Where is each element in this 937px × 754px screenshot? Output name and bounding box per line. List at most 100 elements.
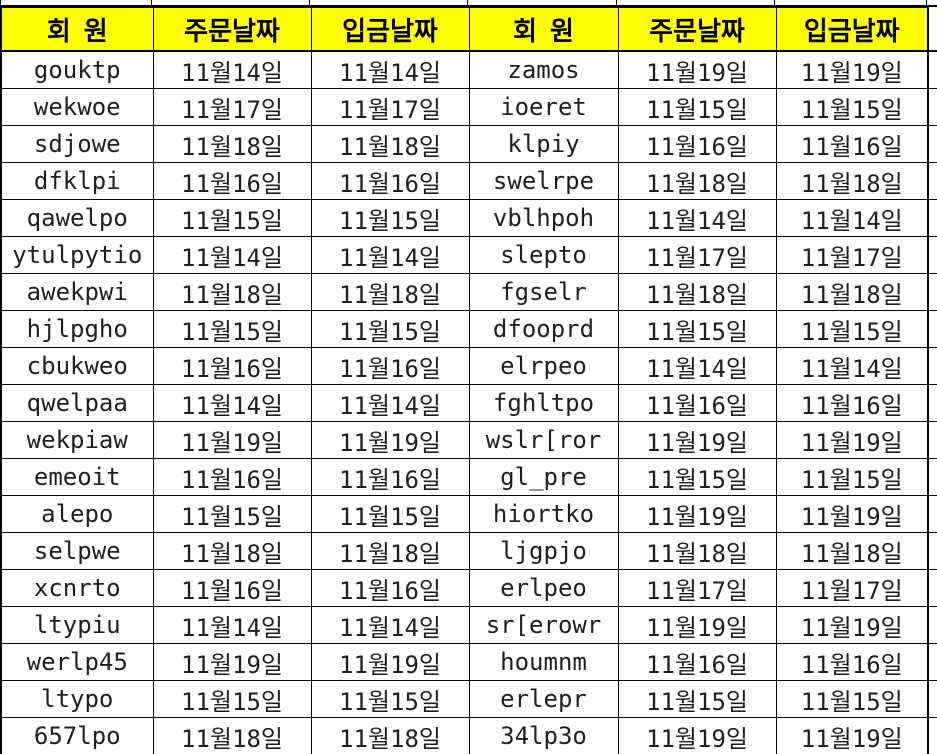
deposit-date-cell[interactable]: 11월16일 bbox=[775, 384, 929, 422]
member-cell[interactable]: ljgpjo bbox=[468, 532, 619, 570]
deposit-date-cell[interactable]: 11월16일 bbox=[310, 458, 470, 496]
member-cell[interactable]: gl_pre bbox=[468, 458, 619, 496]
deposit-date-cell[interactable]: 11월14일 bbox=[310, 236, 470, 274]
member-cell[interactable]: emeoit bbox=[0, 458, 154, 496]
order-date-cell[interactable]: 11월17일 bbox=[617, 236, 777, 274]
deposit-date-cell[interactable]: 11월17일 bbox=[775, 236, 929, 274]
deposit-date-cell[interactable]: 11월17일 bbox=[310, 88, 470, 126]
member-cell[interactable]: dfooprd bbox=[468, 310, 619, 348]
order-date-cell[interactable]: 11월14일 bbox=[152, 606, 312, 644]
order-date-cell[interactable]: 11월16일 bbox=[617, 384, 777, 422]
order-date-cell[interactable]: 11월18일 bbox=[152, 125, 312, 163]
order-date-cell[interactable]: 11월19일 bbox=[152, 643, 312, 681]
deposit-date-header[interactable]: 입금날짜 bbox=[775, 5, 929, 52]
deposit-date-cell[interactable]: 11월14일 bbox=[310, 606, 470, 644]
deposit-date-cell[interactable]: 11월14일 bbox=[310, 50, 470, 89]
member-cell[interactable]: werlp45 bbox=[0, 643, 154, 681]
deposit-date-cell[interactable]: 11월14일 bbox=[775, 199, 929, 237]
member-cell[interactable]: klpiy bbox=[468, 125, 619, 163]
deposit-date-cell[interactable]: 11월19일 bbox=[775, 717, 929, 754]
deposit-date-header[interactable]: 입금날짜 bbox=[310, 5, 470, 52]
member-cell[interactable]: wslr[ror bbox=[468, 421, 619, 459]
deposit-date-cell[interactable]: 11월18일 bbox=[310, 532, 470, 570]
member-cell[interactable]: awekpwi bbox=[0, 273, 154, 311]
member-cell[interactable]: houmnm bbox=[468, 643, 619, 681]
order-date-cell[interactable]: 11월15일 bbox=[617, 458, 777, 496]
order-date-cell[interactable]: 11월18일 bbox=[617, 532, 777, 570]
member-cell[interactable]: ltypiu bbox=[0, 606, 154, 644]
order-date-cell[interactable]: 11월14일 bbox=[617, 199, 777, 237]
member-cell[interactable]: gouktp bbox=[0, 50, 154, 89]
member-cell[interactable]: selpwe bbox=[0, 532, 154, 570]
deposit-date-cell[interactable]: 11월19일 bbox=[310, 643, 470, 681]
deposit-date-cell[interactable]: 11월19일 bbox=[310, 421, 470, 459]
deposit-date-cell[interactable]: 11월19일 bbox=[775, 50, 929, 89]
member-header[interactable]: 회원 bbox=[468, 5, 619, 52]
order-date-cell[interactable]: 11월18일 bbox=[152, 532, 312, 570]
member-cell[interactable]: hjlpgho bbox=[0, 310, 154, 348]
deposit-date-cell[interactable]: 11월15일 bbox=[775, 458, 929, 496]
order-date-cell[interactable]: 11월16일 bbox=[152, 458, 312, 496]
member-cell[interactable]: hiortko bbox=[468, 495, 619, 533]
deposit-date-cell[interactable]: 11월19일 bbox=[775, 495, 929, 533]
member-cell[interactable]: alepo bbox=[0, 495, 154, 533]
order-date-cell[interactable]: 11월16일 bbox=[617, 125, 777, 163]
order-date-cell[interactable]: 11월14일 bbox=[617, 347, 777, 385]
order-date-cell[interactable]: 11월15일 bbox=[152, 680, 312, 718]
deposit-date-cell[interactable]: 11월15일 bbox=[775, 88, 929, 126]
order-date-cell[interactable]: 11월15일 bbox=[617, 680, 777, 718]
deposit-date-cell[interactable]: 11월19일 bbox=[775, 421, 929, 459]
member-cell[interactable]: cbukweo bbox=[0, 347, 154, 385]
member-cell[interactable]: 34lp3o bbox=[468, 717, 619, 754]
order-date-cell[interactable]: 11월14일 bbox=[152, 236, 312, 274]
member-cell[interactable]: vblhpoh bbox=[468, 199, 619, 237]
member-cell[interactable]: qawelpo bbox=[0, 199, 154, 237]
member-cell[interactable]: 657lpo bbox=[0, 717, 154, 754]
order-date-cell[interactable]: 11월16일 bbox=[152, 162, 312, 200]
member-cell[interactable]: wekwoe bbox=[0, 88, 154, 126]
deposit-date-cell[interactable]: 11월15일 bbox=[310, 310, 470, 348]
order-date-cell[interactable]: 11월19일 bbox=[152, 421, 312, 459]
member-cell[interactable]: elrpeo bbox=[468, 347, 619, 385]
member-cell[interactable]: sdjowe bbox=[0, 125, 154, 163]
order-date-cell[interactable]: 11월14일 bbox=[152, 384, 312, 422]
member-cell[interactable]: sr[erowr bbox=[468, 606, 619, 644]
order-date-cell[interactable]: 11월18일 bbox=[152, 273, 312, 311]
order-date-cell[interactable]: 11월16일 bbox=[617, 643, 777, 681]
member-cell[interactable]: wekpiaw bbox=[0, 421, 154, 459]
deposit-date-cell[interactable]: 11월18일 bbox=[310, 273, 470, 311]
order-date-cell[interactable]: 11월17일 bbox=[617, 569, 777, 607]
deposit-date-cell[interactable]: 11월16일 bbox=[310, 162, 470, 200]
order-date-cell[interactable]: 11월18일 bbox=[617, 273, 777, 311]
order-date-cell[interactable]: 11월15일 bbox=[617, 88, 777, 126]
deposit-date-cell[interactable]: 11월18일 bbox=[310, 125, 470, 163]
deposit-date-cell[interactable]: 11월15일 bbox=[775, 310, 929, 348]
order-date-cell[interactable]: 11월15일 bbox=[152, 495, 312, 533]
order-date-cell[interactable]: 11월18일 bbox=[152, 717, 312, 754]
order-date-cell[interactable]: 11월19일 bbox=[617, 50, 777, 89]
order-date-cell[interactable]: 11월16일 bbox=[152, 569, 312, 607]
deposit-date-cell[interactable]: 11월18일 bbox=[775, 162, 929, 200]
order-date-cell[interactable]: 11월19일 bbox=[617, 606, 777, 644]
deposit-date-cell[interactable]: 11월18일 bbox=[775, 532, 929, 570]
member-cell[interactable]: ltypo bbox=[0, 680, 154, 718]
order-date-cell[interactable]: 11월19일 bbox=[617, 421, 777, 459]
member-header[interactable]: 회원 bbox=[0, 5, 154, 52]
order-date-header[interactable]: 주문날짜 bbox=[152, 5, 312, 52]
member-cell[interactable]: fghltpo bbox=[468, 384, 619, 422]
deposit-date-cell[interactable]: 11월14일 bbox=[310, 384, 470, 422]
order-date-cell[interactable]: 11월19일 bbox=[617, 495, 777, 533]
order-date-cell[interactable]: 11월17일 bbox=[152, 88, 312, 126]
deposit-date-cell[interactable]: 11월15일 bbox=[775, 680, 929, 718]
member-cell[interactable]: xcnrto bbox=[0, 569, 154, 607]
member-cell[interactable]: erlepr bbox=[468, 680, 619, 718]
deposit-date-cell[interactable]: 11월18일 bbox=[310, 717, 470, 754]
deposit-date-cell[interactable]: 11월16일 bbox=[310, 569, 470, 607]
member-cell[interactable]: slepto bbox=[468, 236, 619, 274]
member-cell[interactable]: erlpeo bbox=[468, 569, 619, 607]
deposit-date-cell[interactable]: 11월16일 bbox=[775, 125, 929, 163]
order-date-header[interactable]: 주문날짜 bbox=[617, 5, 777, 52]
deposit-date-cell[interactable]: 11월14일 bbox=[775, 347, 929, 385]
deposit-date-cell[interactable]: 11월18일 bbox=[775, 273, 929, 311]
member-cell[interactable]: ioeret bbox=[468, 88, 619, 126]
